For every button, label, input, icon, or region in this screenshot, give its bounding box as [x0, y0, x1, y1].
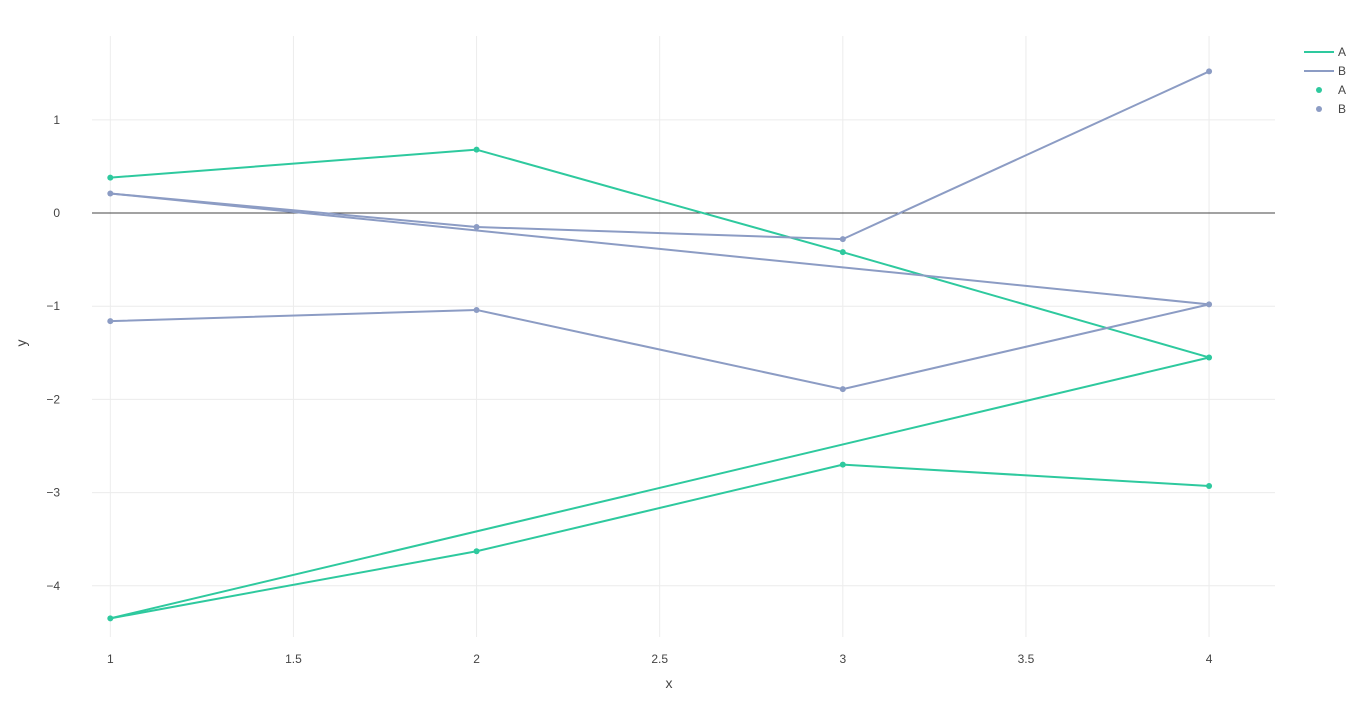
legend-marker-swatch [1316, 87, 1322, 93]
data-point-b [473, 306, 480, 313]
data-point-b [839, 386, 846, 393]
series-lines [110, 70, 1210, 620]
legend-label: A [1338, 45, 1346, 59]
y-tick-labels: 1 0 −1 −2 −3 −4 [46, 113, 60, 593]
y-tick-label: −1 [46, 299, 60, 313]
y-tick-label: −3 [46, 486, 60, 500]
data-point-b [839, 236, 846, 243]
legend-marker-swatch [1316, 106, 1322, 112]
series-line-a [110, 356, 1210, 620]
legend-label: A [1338, 83, 1346, 97]
series-line-b [110, 303, 1210, 391]
series-line-a [110, 148, 1210, 359]
series-line-b [110, 192, 1210, 306]
series-line-a [110, 463, 1210, 620]
y-tick-label: −2 [46, 392, 60, 406]
series-points [107, 68, 1213, 622]
x-tick-label: 2 [473, 652, 480, 666]
x-tick-label: 4 [1206, 652, 1213, 666]
legend-item-b-line[interactable]: B [1304, 64, 1346, 78]
y-axis-title: y [13, 340, 29, 347]
x-tick-label: 3.5 [1018, 652, 1035, 666]
data-point-a [839, 249, 846, 256]
x-tick-label: 1 [107, 652, 114, 666]
data-point-a [1206, 483, 1213, 490]
y-tick-label: −4 [46, 579, 60, 593]
data-point-a [107, 174, 114, 181]
legend-item-a-line[interactable]: A [1304, 45, 1346, 59]
data-point-b [107, 190, 114, 197]
legend-label: B [1338, 102, 1346, 116]
x-tick-labels: 1 1.5 2 2.5 3 3.5 4 [107, 652, 1213, 666]
data-point-b [107, 318, 114, 325]
series-line-b [110, 70, 1210, 241]
legend-item-a-marker[interactable]: A [1316, 83, 1346, 97]
legend-item-b-marker[interactable]: B [1316, 102, 1346, 116]
data-point-a [839, 461, 846, 468]
data-point-a [1206, 354, 1213, 361]
x-tick-label: 2.5 [651, 652, 668, 666]
x-axis-title: x [666, 675, 673, 691]
data-point-a [473, 146, 480, 153]
y-tick-label: 0 [53, 206, 60, 220]
grid [92, 36, 1275, 637]
data-point-a [107, 615, 114, 622]
data-point-b [473, 224, 480, 231]
x-tick-label: 3 [839, 652, 846, 666]
y-tick-label: 1 [53, 113, 60, 127]
data-point-b [1206, 301, 1213, 308]
legend-label: B [1338, 64, 1346, 78]
x-tick-label: 1.5 [285, 652, 302, 666]
data-point-a [473, 548, 480, 555]
data-point-b [1206, 68, 1213, 75]
